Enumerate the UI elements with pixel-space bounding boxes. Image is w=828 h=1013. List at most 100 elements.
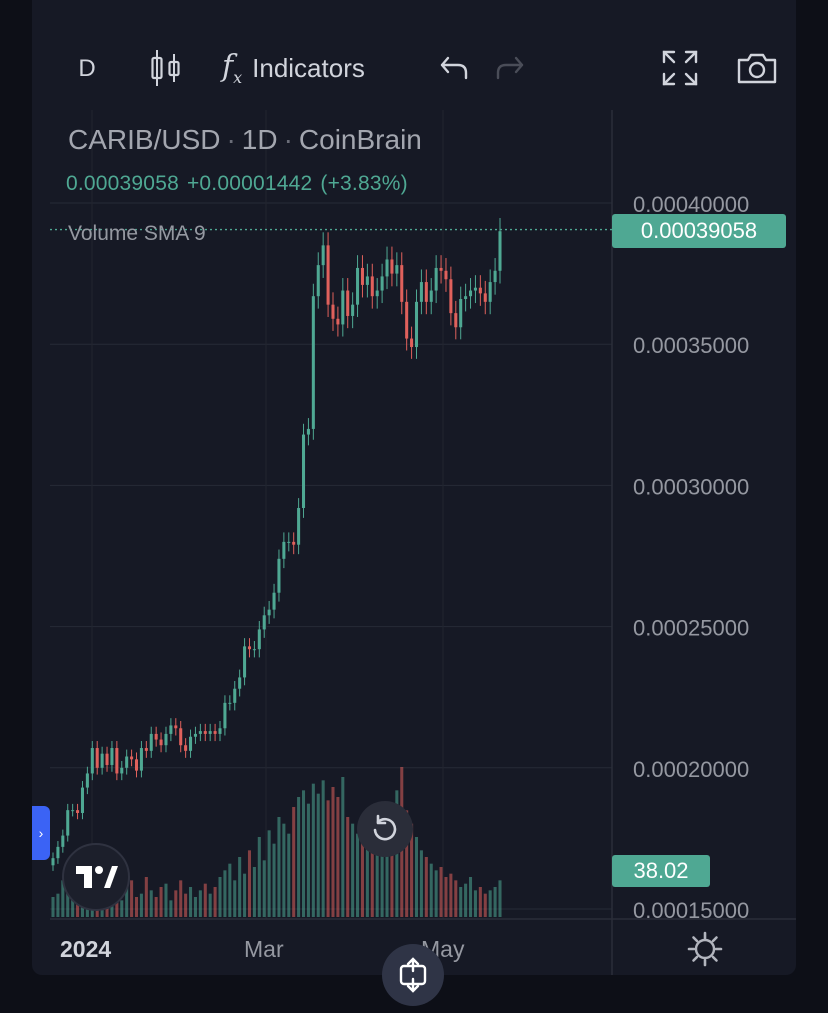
volume-bar (213, 887, 217, 917)
candle-body (419, 282, 423, 302)
last-price-badge: 0.00039058 (612, 214, 786, 248)
volume-bar (483, 893, 487, 917)
volume-bar (139, 893, 143, 917)
volume-bar (184, 893, 188, 917)
candle-body (351, 304, 355, 316)
settings-gear-icon[interactable] (686, 930, 724, 968)
candle-body (473, 287, 477, 291)
volume-bar (169, 900, 173, 917)
candle-body (110, 748, 114, 765)
price-axis-label: 0.00035000 (633, 333, 749, 358)
volume-bar (410, 823, 414, 917)
candle-body (76, 810, 80, 813)
candle-body (454, 313, 458, 328)
interval-button[interactable]: D (78, 55, 96, 82)
volume-bar (405, 810, 409, 917)
fx-icon: fx (222, 49, 243, 87)
volume-bar (414, 837, 419, 917)
candle-body (346, 290, 350, 316)
symbol-name: CARIB/USD (68, 124, 221, 155)
candlestick-icon[interactable] (146, 48, 186, 88)
candle-body (66, 810, 70, 836)
indicators-label: Indicators (252, 52, 365, 83)
fullscreen-icon[interactable] (656, 46, 704, 90)
volume-bar (252, 867, 256, 917)
volume-bar (247, 850, 252, 917)
quote-legend: 0.00039058 +0.00001442 (+3.83%) (66, 172, 416, 196)
volume-bar (125, 887, 129, 917)
camera-icon[interactable] (732, 46, 782, 90)
volume-bar (179, 880, 183, 917)
volume-bar (429, 863, 433, 917)
candle-body (95, 748, 99, 768)
candle-body (228, 702, 232, 704)
tradingview-logo (62, 843, 130, 911)
volume-bar (493, 887, 497, 917)
volume-bar (257, 837, 261, 917)
volume-bar (301, 790, 306, 917)
candle-body (159, 739, 163, 746)
volume-bar (238, 857, 242, 917)
volume-bar (424, 857, 428, 917)
candle-body (400, 265, 404, 302)
candle-body (424, 282, 428, 302)
volume-bar (498, 880, 502, 917)
volume-indicator-label[interactable]: Volume SMA 9 (68, 222, 206, 245)
candle-body (498, 231, 502, 271)
volume-bar (56, 893, 60, 917)
candle-body (247, 646, 252, 650)
volume-bar (316, 793, 320, 917)
candle-body (90, 748, 94, 774)
side-panel-tab[interactable]: › (32, 806, 50, 860)
candle-body (164, 733, 168, 746)
candle-body (243, 646, 247, 678)
close-value: 0.00039058 (66, 172, 179, 195)
volume-bar (336, 797, 340, 917)
candle-body (144, 748, 148, 751)
reset-icon (373, 814, 397, 841)
candle-body (257, 629, 261, 650)
volume-bar (351, 823, 355, 917)
redo-icon[interactable] (490, 48, 530, 88)
volume-bar (326, 800, 330, 917)
volume-bar (287, 833, 291, 917)
reset-chart-button[interactable] (357, 801, 413, 857)
time-axis-label: Mar (244, 936, 284, 962)
undo-icon[interactable] (434, 48, 474, 88)
volume-bar (478, 887, 482, 917)
volume-bar (488, 890, 492, 917)
candle-body (444, 270, 448, 280)
volume-bar (454, 880, 458, 917)
indicators-button[interactable]: fx Indicators (222, 46, 365, 90)
candle-body (380, 276, 384, 291)
volume-bar (297, 797, 301, 917)
volume-bar (365, 843, 369, 917)
candle-body (238, 677, 242, 689)
candle-body (272, 592, 276, 610)
candle-body (336, 318, 340, 325)
volume-bar (356, 833, 360, 917)
volume-value-badge: 38.02 (612, 855, 710, 887)
volume-bar (193, 897, 197, 917)
volume-bar (174, 890, 178, 917)
price-axis-label: 0.00040000 (633, 192, 749, 217)
volume-bar (203, 883, 207, 917)
candle-body (139, 748, 143, 771)
volume-bar (449, 873, 453, 917)
volume-bar (120, 900, 124, 917)
volume-bar (321, 780, 325, 917)
candle-body (179, 728, 183, 746)
candle-body (459, 299, 463, 328)
volume-bar (360, 830, 364, 917)
candles (51, 218, 502, 871)
axis-scale-button[interactable] (382, 944, 444, 1006)
volume-bar (469, 877, 473, 917)
volume-bar (159, 887, 163, 917)
data-source: CoinBrain (298, 124, 422, 155)
candle-body (385, 259, 389, 277)
candle-body (341, 290, 345, 325)
volume-bar (439, 867, 443, 917)
candle-body (208, 731, 212, 734)
volume-bar (267, 830, 271, 917)
candle-body (493, 270, 497, 283)
